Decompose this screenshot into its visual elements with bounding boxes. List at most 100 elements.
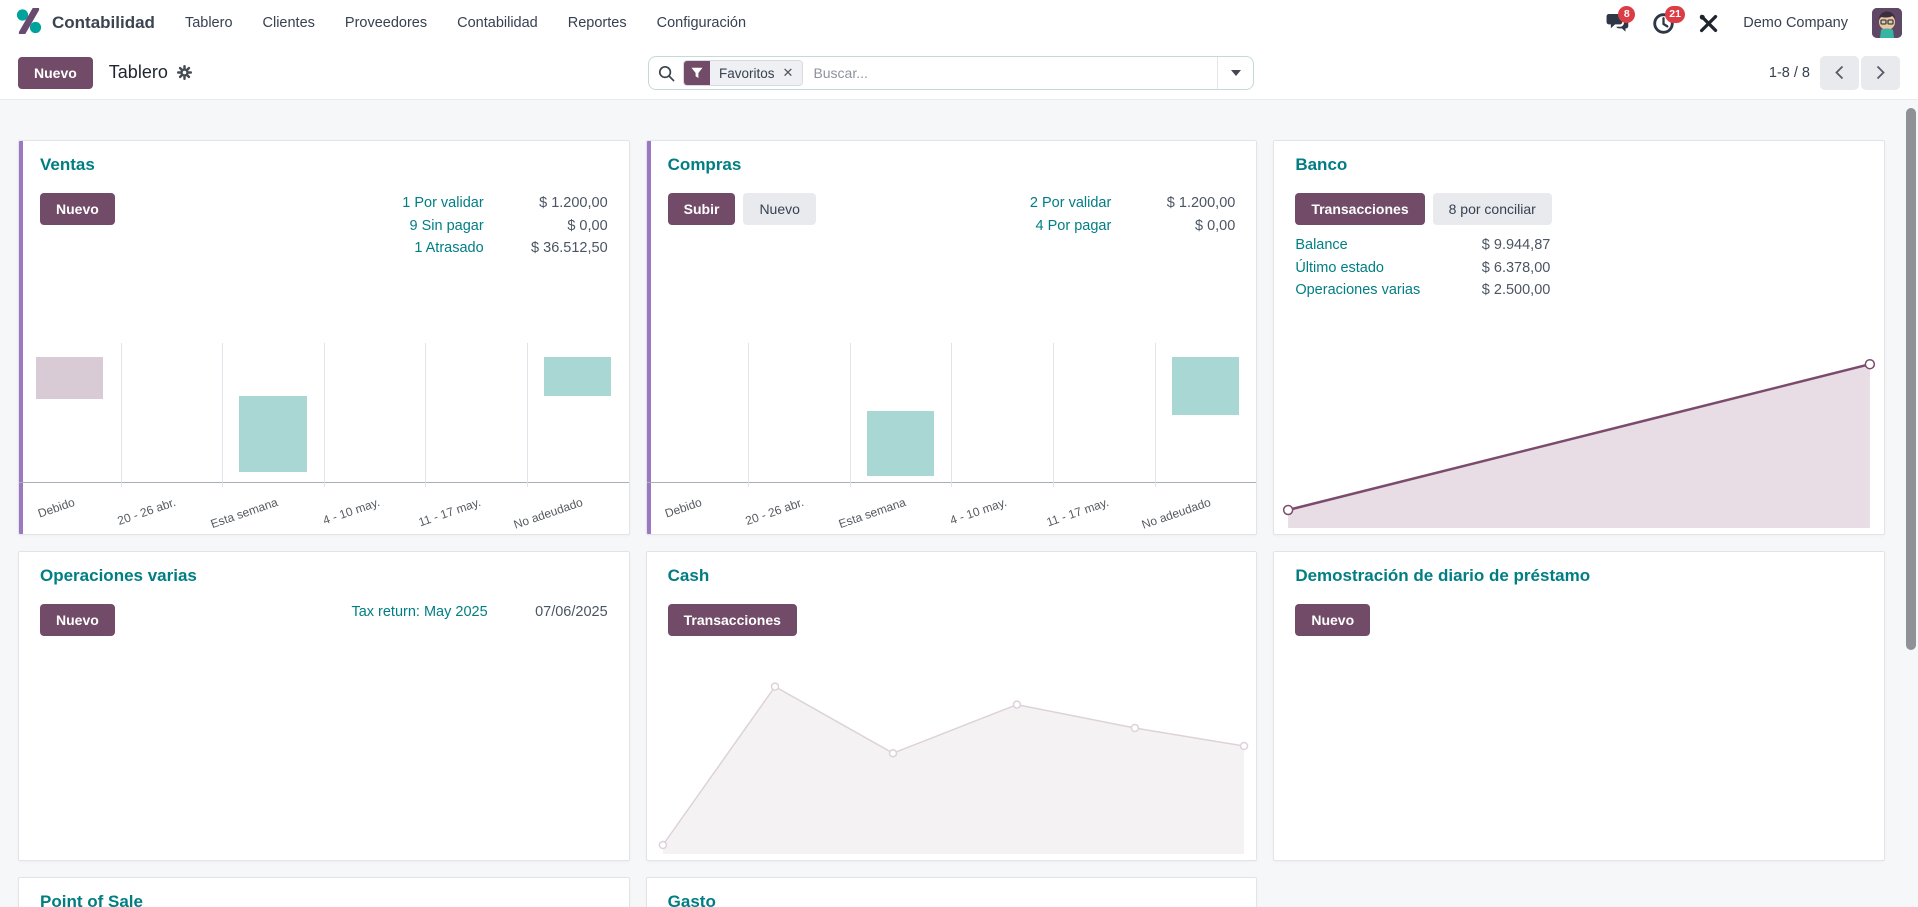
card-operaciones-varias: Operaciones varias Nuevo Tax return: May… bbox=[18, 551, 630, 861]
search-input[interactable] bbox=[803, 65, 1217, 81]
menu-tablero[interactable]: Tablero bbox=[184, 15, 233, 31]
menu-reportes[interactable]: Reportes bbox=[567, 15, 627, 31]
stat-value: $ 9.944,87 bbox=[1481, 237, 1551, 253]
stat-value: $ 1.200,00 bbox=[1166, 195, 1236, 211]
axis-label: 11 - 17 may. bbox=[1044, 495, 1111, 530]
chevron-left-icon bbox=[1835, 65, 1844, 80]
cash-balance-line-chart bbox=[657, 674, 1248, 854]
stat-link[interactable]: Último estado bbox=[1295, 259, 1384, 276]
compras-upload-button[interactable]: Subir bbox=[667, 193, 736, 225]
card-banco-title[interactable]: Banco bbox=[1295, 155, 1348, 174]
company-switcher[interactable]: Demo Company bbox=[1743, 15, 1848, 31]
stat-link[interactable]: 1 Atrasado bbox=[414, 240, 484, 256]
facet-body: Favoritos ✕ bbox=[710, 61, 803, 85]
stat-link[interactable]: 2 Por validar bbox=[1029, 195, 1112, 211]
gridline bbox=[1053, 343, 1055, 487]
messages-icon[interactable]: 8 bbox=[1606, 6, 1636, 33]
card-ventas-title[interactable]: Ventas bbox=[40, 155, 95, 174]
banco-balance-line-chart bbox=[1283, 348, 1876, 528]
new-button[interactable]: Nuevo bbox=[18, 56, 93, 89]
compras-stats: 2 Por validar $ 1.200,00 4 Por pagar $ 0… bbox=[1030, 193, 1235, 237]
systray: 8 21 Demo Company bbox=[1606, 5, 1902, 38]
gridline bbox=[748, 343, 750, 487]
bar-debido bbox=[36, 356, 104, 399]
ventas-new-button[interactable]: Nuevo bbox=[40, 193, 115, 225]
card-operaciones-title[interactable]: Operaciones varias bbox=[40, 566, 197, 585]
app-switcher[interactable]: Contabilidad bbox=[16, 5, 155, 39]
user-avatar[interactable] bbox=[1872, 8, 1902, 38]
activities-clock-icon[interactable]: 21 bbox=[1653, 5, 1685, 34]
stat-link[interactable]: 1 Por validar bbox=[402, 195, 484, 211]
pager: 1-8 / 8 bbox=[1768, 55, 1900, 90]
cash-transactions-button[interactable]: Transacciones bbox=[667, 604, 797, 636]
activities-badge: 21 bbox=[1665, 5, 1685, 23]
axis-label: 20 - 26 abr. bbox=[743, 495, 806, 529]
facet-label: Favoritos bbox=[719, 65, 775, 81]
axis-label: Esta semana bbox=[836, 495, 908, 532]
view-settings-gear-icon[interactable] bbox=[176, 65, 192, 80]
stat-value: $ 1.200,00 bbox=[539, 195, 608, 211]
scrollbar bbox=[1904, 100, 1918, 907]
stat-value: $ 0,00 bbox=[567, 217, 608, 234]
card-banco: Banco Transacciones 8 por conciliar Bala… bbox=[1273, 140, 1885, 535]
menu-clientes[interactable]: Clientes bbox=[262, 15, 315, 31]
pager-range[interactable]: 1-8 / 8 bbox=[1768, 64, 1810, 81]
chevron-right-icon bbox=[1876, 65, 1885, 80]
card-compras-title[interactable]: Compras bbox=[667, 155, 742, 174]
card-prestamo: Demostración de diario de préstamo Nuevo bbox=[1273, 551, 1885, 861]
scrollbar-thumb[interactable] bbox=[1906, 108, 1916, 650]
banco-transactions-button[interactable]: Transacciones bbox=[1295, 193, 1425, 225]
stat-link[interactable]: 9 Sin pagar bbox=[409, 217, 484, 234]
compras-aging-bar-chart: Debido 20 - 26 abr. Esta semana 4 - 10 may.… bbox=[646, 343, 1257, 534]
stat-link[interactable]: Operaciones varias bbox=[1295, 282, 1421, 298]
ventas-stats: 1 Por validar $ 1.200,00 9 Sin pagar $ 0… bbox=[402, 193, 607, 260]
search-dropdown-toggle[interactable] bbox=[1217, 57, 1253, 89]
axis-label: No adeudado bbox=[1139, 495, 1213, 532]
menu-contabilidad[interactable]: Contabilidad bbox=[457, 15, 538, 31]
favorites-facet[interactable]: Favoritos ✕ bbox=[683, 60, 804, 86]
bar-esta-semana bbox=[239, 395, 307, 473]
gridline bbox=[120, 343, 122, 487]
card-cash-title[interactable]: Cash bbox=[667, 566, 710, 585]
bar-no-adeudado bbox=[544, 356, 612, 396]
menu-configuracion[interactable]: Configuración bbox=[656, 15, 747, 31]
main-menu: Tablero Clientes Proveedores Contabilida… bbox=[185, 15, 746, 31]
card-ventas: Ventas Nuevo 1 Por validar $ 1.200,00 9 … bbox=[18, 140, 630, 535]
axis-label: Debido bbox=[663, 495, 705, 521]
axis-label: No adeudado bbox=[511, 495, 585, 532]
view-title: Tablero bbox=[108, 62, 168, 82]
card-gasto: Gasto bbox=[645, 877, 1258, 907]
stat-link[interactable]: Balance bbox=[1295, 237, 1348, 253]
bar-esta-semana bbox=[867, 411, 935, 477]
ventas-aging-bar-chart: Debido 20 - 26 abr. Esta semana 4 - 10 may.… bbox=[19, 343, 629, 534]
tax-return-link[interactable]: Tax return: May 2025 bbox=[351, 604, 488, 620]
app-name: Contabilidad bbox=[52, 13, 155, 32]
facet-remove-icon[interactable]: ✕ bbox=[782, 65, 794, 80]
gridline bbox=[323, 343, 325, 487]
stat-value: $ 36.512,50 bbox=[531, 240, 608, 256]
gridline bbox=[951, 343, 953, 487]
compras-new-button[interactable]: Nuevo bbox=[743, 193, 816, 225]
stat-value: $ 6.378,00 bbox=[1481, 259, 1551, 276]
operaciones-new-button[interactable]: Nuevo bbox=[40, 604, 115, 636]
card-pos-title[interactable]: Point of Sale bbox=[40, 892, 143, 907]
stat-value: $ 2.500,00 bbox=[1481, 282, 1551, 298]
pager-next-button[interactable] bbox=[1861, 55, 1900, 90]
axis-label: 4 - 10 may. bbox=[320, 495, 382, 528]
stat-value: $ 0,00 bbox=[1195, 217, 1236, 234]
journal-cards-grid: Ventas Nuevo 1 Por validar $ 1.200,00 9 … bbox=[18, 140, 1885, 907]
banco-to-reconcile-button[interactable]: 8 por conciliar bbox=[1432, 193, 1552, 225]
top-navbar: Contabilidad Tablero Clientes Proveedore… bbox=[0, 0, 1918, 46]
debug-tools-icon[interactable] bbox=[1698, 13, 1719, 34]
axis-label: Esta semana bbox=[208, 495, 280, 532]
card-gasto-title[interactable]: Gasto bbox=[667, 892, 716, 907]
card-prestamo-title[interactable]: Demostración de diario de préstamo bbox=[1295, 566, 1591, 585]
bar-no-adeudado bbox=[1171, 356, 1240, 416]
stat-link[interactable]: 4 Por pagar bbox=[1035, 217, 1112, 234]
menu-proveedores[interactable]: Proveedores bbox=[344, 15, 428, 31]
prestamo-new-button[interactable]: Nuevo bbox=[1295, 604, 1371, 636]
pager-previous-button[interactable] bbox=[1820, 55, 1859, 90]
gridline bbox=[1154, 343, 1156, 487]
search-bar: Favoritos ✕ bbox=[648, 56, 1254, 90]
